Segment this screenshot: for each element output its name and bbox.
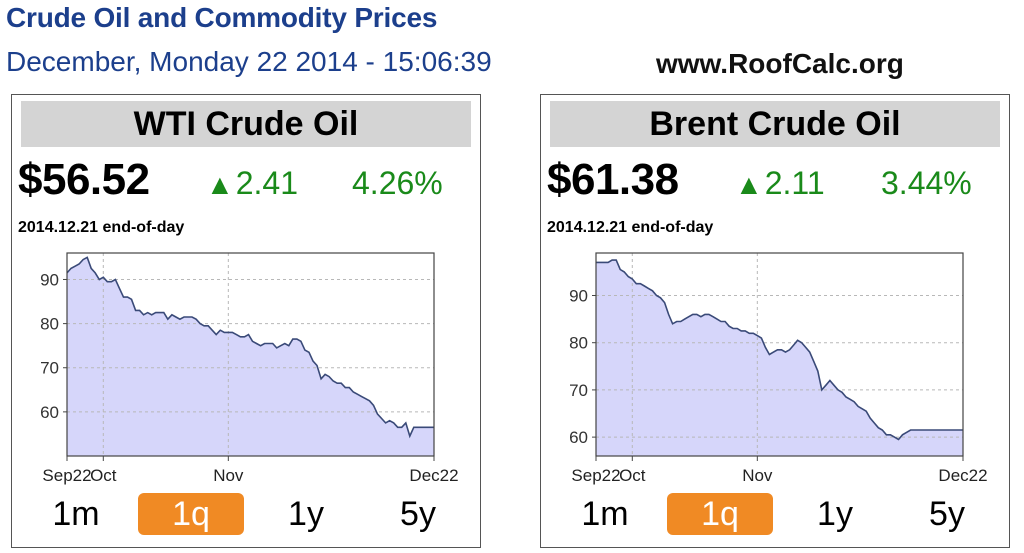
x-tick-label: Sep22 bbox=[42, 466, 91, 485]
x-tick-label: Sep22 bbox=[571, 466, 620, 485]
range-1y-button[interactable]: 1y bbox=[817, 495, 853, 533]
plot-frame bbox=[595, 252, 964, 457]
price-line bbox=[66, 256, 434, 439]
range-selector: 1m 1q 1y 5y bbox=[541, 493, 1011, 539]
price-change: ▲2.11 bbox=[735, 165, 825, 202]
price-value: $61.38 bbox=[547, 155, 679, 204]
x-tick-label: Dec22 bbox=[409, 466, 458, 485]
change-value: 2.41 bbox=[235, 165, 298, 201]
y-tick-label: 80 bbox=[40, 315, 59, 334]
range-selector: 1m 1q 1y 5y bbox=[12, 493, 482, 539]
x-tick-label: Nov bbox=[742, 466, 773, 485]
up-arrow-icon: ▲ bbox=[206, 169, 234, 200]
x-tick-label: Oct bbox=[90, 466, 117, 485]
panel-title: Brent Crude Oil bbox=[550, 101, 1000, 147]
eod-label: 2014.12.21 end-of-day bbox=[547, 219, 714, 236]
y-tick-label: 90 bbox=[569, 286, 588, 305]
panel-title: WTI Crude Oil bbox=[21, 101, 471, 147]
page-title: Crude Oil and Commodity Prices bbox=[6, 2, 438, 33]
y-tick-label: 90 bbox=[40, 270, 59, 289]
range-1y-button[interactable]: 1y bbox=[288, 495, 324, 533]
price-change: ▲2.41 bbox=[206, 165, 298, 202]
x-tick-label: Oct bbox=[619, 466, 646, 485]
change-value: 2.11 bbox=[764, 165, 825, 201]
y-tick-label: 60 bbox=[569, 428, 588, 447]
percent-change: 4.26% bbox=[352, 165, 443, 201]
price-value: $56.52 bbox=[18, 155, 150, 204]
range-1q-button[interactable]: 1q bbox=[667, 493, 773, 535]
x-tick-label: Dec22 bbox=[938, 466, 987, 485]
range-5y-button[interactable]: 5y bbox=[929, 495, 965, 533]
percent-change: 3.44% bbox=[881, 165, 972, 201]
wti-panel: WTI Crude Oil $56.52 ▲2.41 4.26% 2014.12… bbox=[11, 94, 481, 548]
y-tick-label: 60 bbox=[40, 403, 59, 422]
y-tick-label: 80 bbox=[569, 334, 588, 353]
price-area bbox=[596, 260, 963, 456]
x-tick-label: Nov bbox=[213, 466, 244, 485]
price-line bbox=[596, 259, 963, 441]
eod-label: 2014.12.21 end-of-day bbox=[18, 219, 185, 236]
range-1q-button[interactable]: 1q bbox=[138, 493, 244, 535]
y-tick-label: 70 bbox=[40, 359, 59, 378]
up-arrow-icon: ▲ bbox=[735, 169, 763, 200]
range-1m-button[interactable]: 1m bbox=[581, 495, 629, 533]
y-tick-label: 70 bbox=[569, 381, 588, 400]
brent-panel: Brent Crude Oil $61.38 ▲2.11 3.44% 2014.… bbox=[540, 94, 1010, 548]
price-area bbox=[67, 257, 434, 456]
site-link[interactable]: www.RoofCalc.org bbox=[656, 48, 904, 79]
plot-frame bbox=[66, 252, 435, 457]
range-5y-button[interactable]: 5y bbox=[400, 495, 436, 533]
range-1m-button[interactable]: 1m bbox=[52, 495, 100, 533]
timestamp: December, Monday 22 2014 - 15:06:39 bbox=[6, 46, 492, 77]
